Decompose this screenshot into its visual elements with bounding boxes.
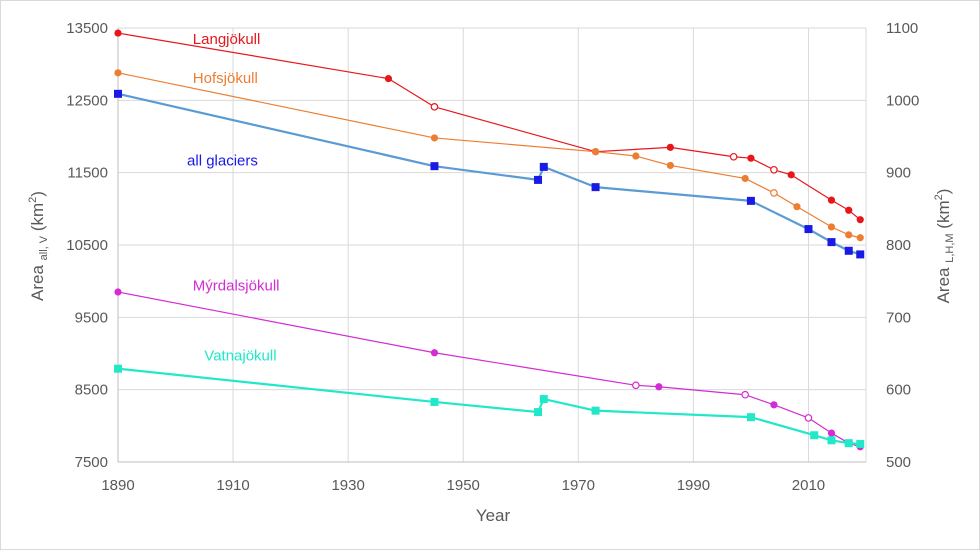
data-point [856, 250, 865, 259]
y-left-tick-label: 13500 [66, 20, 108, 37]
y-right-tick-label: 800 [886, 237, 911, 254]
x-tick-label: 2010 [792, 477, 825, 494]
series-all glaciers [114, 89, 865, 259]
data-point [430, 134, 439, 142]
series-Hofsjökull [114, 69, 864, 242]
x-tick-label: 1930 [331, 477, 364, 494]
x-tick-label: 1950 [447, 477, 480, 494]
data-point [827, 223, 836, 231]
series-label: all glaciers [187, 152, 258, 169]
data-point-open [741, 390, 749, 399]
data-point [747, 154, 755, 162]
data-point [787, 171, 795, 179]
data-point [114, 69, 122, 77]
series-label: Mýrdalsjökull [193, 278, 280, 295]
data-point [845, 206, 853, 214]
data-point [539, 395, 548, 404]
data-point [804, 225, 813, 234]
data-point [856, 234, 864, 242]
data-point [430, 397, 439, 406]
data-point [810, 431, 819, 440]
x-tick-label: 1910 [216, 477, 249, 494]
data-point [856, 216, 864, 224]
y-right-tick-label: 500 [886, 454, 911, 471]
data-point [114, 89, 122, 98]
data-point [827, 436, 836, 445]
y-left-tick-label: 9500 [75, 309, 108, 326]
y-right-tick-label: 600 [886, 382, 911, 399]
y-axis-title-right: Area L,H,M (km2) [933, 189, 956, 304]
data-point [844, 439, 853, 448]
gridlines [118, 27, 867, 462]
y-left-tick-label: 12500 [66, 92, 108, 109]
data-point [793, 203, 801, 211]
data-point [666, 143, 674, 151]
x-axis-title: Year [476, 506, 511, 525]
data-point [741, 174, 749, 183]
series-line [117, 291, 861, 448]
data-point [591, 183, 600, 192]
data-point-open [804, 414, 813, 422]
y-right-tick-label: 700 [886, 309, 911, 326]
data-point [844, 246, 853, 255]
series-Langjökull [114, 29, 864, 224]
data-point [534, 175, 543, 184]
data-point [746, 413, 755, 422]
y-left-tick-label: 11500 [67, 165, 108, 182]
y-left-tick-label: 7500 [75, 454, 108, 471]
x-tick-label: 1890 [101, 477, 134, 494]
data-point [430, 349, 439, 357]
y-right-tick-label: 900 [886, 165, 911, 182]
data-point [827, 196, 836, 204]
data-point-open [770, 189, 778, 197]
data-point-open [729, 152, 738, 161]
data-point [666, 161, 674, 170]
data-point [539, 162, 548, 171]
data-point [827, 429, 836, 437]
series-label: Langjökull [193, 31, 261, 48]
data-point-open [430, 103, 439, 111]
series-labels: Langjökull Hofsjökull all glaciers Mýrdalsj… [187, 31, 279, 365]
data-point [770, 401, 778, 409]
data-point [827, 238, 836, 247]
data-point [591, 406, 600, 415]
data-point [845, 231, 853, 239]
data-point [114, 29, 122, 37]
y-right-tick-label: 1100 [886, 20, 918, 37]
series-line [117, 32, 861, 221]
data-point [114, 364, 122, 373]
data-point [114, 288, 122, 296]
data-point-open [632, 381, 640, 390]
axes: 1890 1910 1930 1950 1970 1990 2010 7500 500 8500 6… [66, 20, 919, 494]
series-Mýrdalsjökull [114, 288, 864, 451]
series-line [117, 367, 861, 446]
series-label: Hofsjökull [193, 70, 258, 87]
x-tick-label: 1990 [677, 477, 710, 494]
data-point [655, 383, 663, 391]
data-point-open [770, 165, 778, 174]
data-point [746, 196, 755, 205]
x-tick-label: 1970 [562, 477, 595, 494]
data-point [856, 439, 865, 448]
data-point [632, 152, 640, 160]
series-line [117, 92, 861, 256]
data-point [384, 75, 393, 83]
y-axis-title-left: Area all, V (km2) [27, 191, 50, 301]
data-point [591, 148, 600, 156]
series-label: Vatnajökull [204, 348, 276, 365]
y-left-tick-label: 10500 [66, 237, 108, 254]
y-left-tick-label: 8500 [75, 382, 108, 399]
y-right-tick-label: 1000 [886, 92, 919, 109]
series-lines [114, 29, 865, 451]
data-point [534, 408, 543, 417]
data-point [430, 162, 439, 171]
series-Vatnajökull [114, 364, 865, 448]
